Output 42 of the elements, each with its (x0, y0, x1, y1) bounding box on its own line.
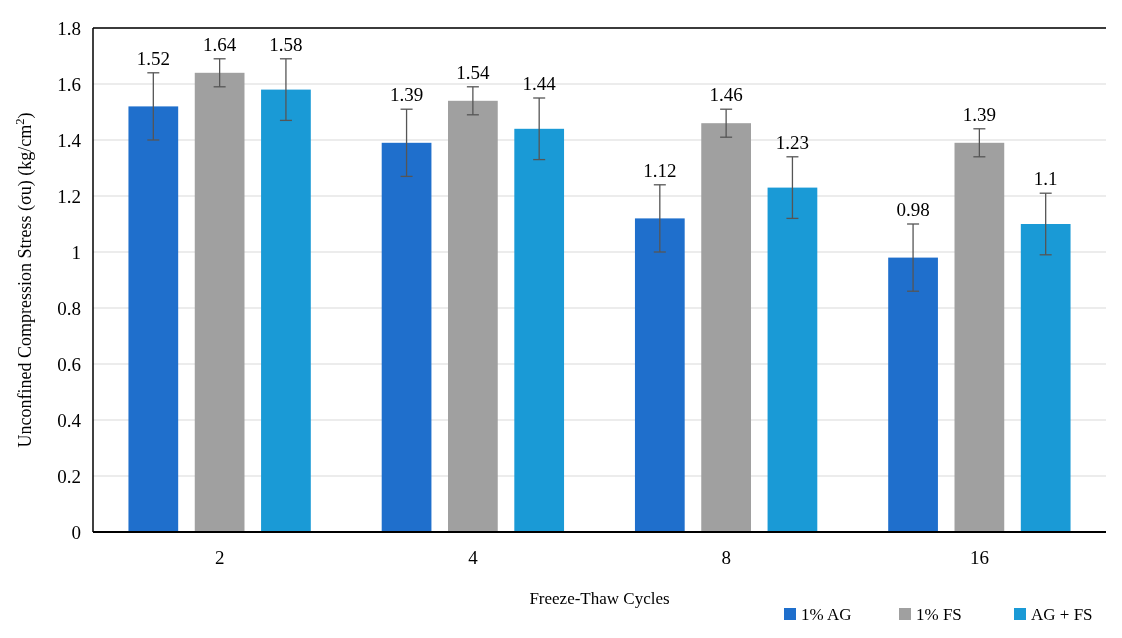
y-tick-label: 1.2 (57, 185, 81, 207)
data-label: 1.52 (136, 47, 170, 69)
y-tick-label: 1.8 (57, 17, 81, 39)
legend-label: 1% FS (916, 605, 962, 624)
data-label: 1.64 (203, 33, 237, 55)
bar (514, 128, 565, 532)
data-label: 1.1 (1033, 168, 1058, 190)
y-tick-label: 0.2 (57, 465, 81, 487)
bar (194, 72, 245, 532)
y-tick-label: 0.4 (57, 409, 82, 431)
data-label: 1.12 (643, 159, 677, 181)
legend-label: 1% AG (801, 605, 852, 624)
x-axis-title: Freeze-Thaw Cycles (529, 589, 670, 608)
y-tick-label: 1 (71, 241, 81, 263)
data-label: 1.58 (269, 33, 303, 55)
data-label: 1.23 (775, 131, 810, 153)
bar (261, 89, 311, 532)
y-tick-label: 1.6 (57, 73, 81, 95)
data-label: 0.98 (896, 199, 930, 220)
bar (634, 218, 685, 532)
bar (1020, 224, 1071, 532)
data-label: 1.54 (456, 61, 490, 83)
bar (701, 123, 751, 532)
data-label: 1.46 (709, 84, 743, 106)
data-label: 1.39 (389, 84, 424, 106)
x-tick-label: 2 (214, 547, 225, 568)
y-tick-label: 0.8 (57, 297, 81, 319)
data-label: 1.39 (962, 103, 996, 125)
data-label: 1.44 (522, 73, 557, 94)
bar (448, 100, 498, 532)
legend-label: AG + FS (1031, 605, 1093, 624)
y-tick-label: 0 (71, 521, 81, 543)
y-tick-label: 0.6 (57, 353, 81, 375)
bar (888, 257, 938, 532)
bar (381, 142, 432, 532)
bar (767, 187, 818, 532)
x-tick-label: 8 (721, 547, 731, 568)
x-tick-label: 4 (468, 547, 479, 568)
x-tick-label: 16 (969, 547, 989, 568)
bar (954, 142, 1005, 532)
y-tick-label: 1.4 (57, 129, 82, 151)
bar (128, 106, 179, 532)
